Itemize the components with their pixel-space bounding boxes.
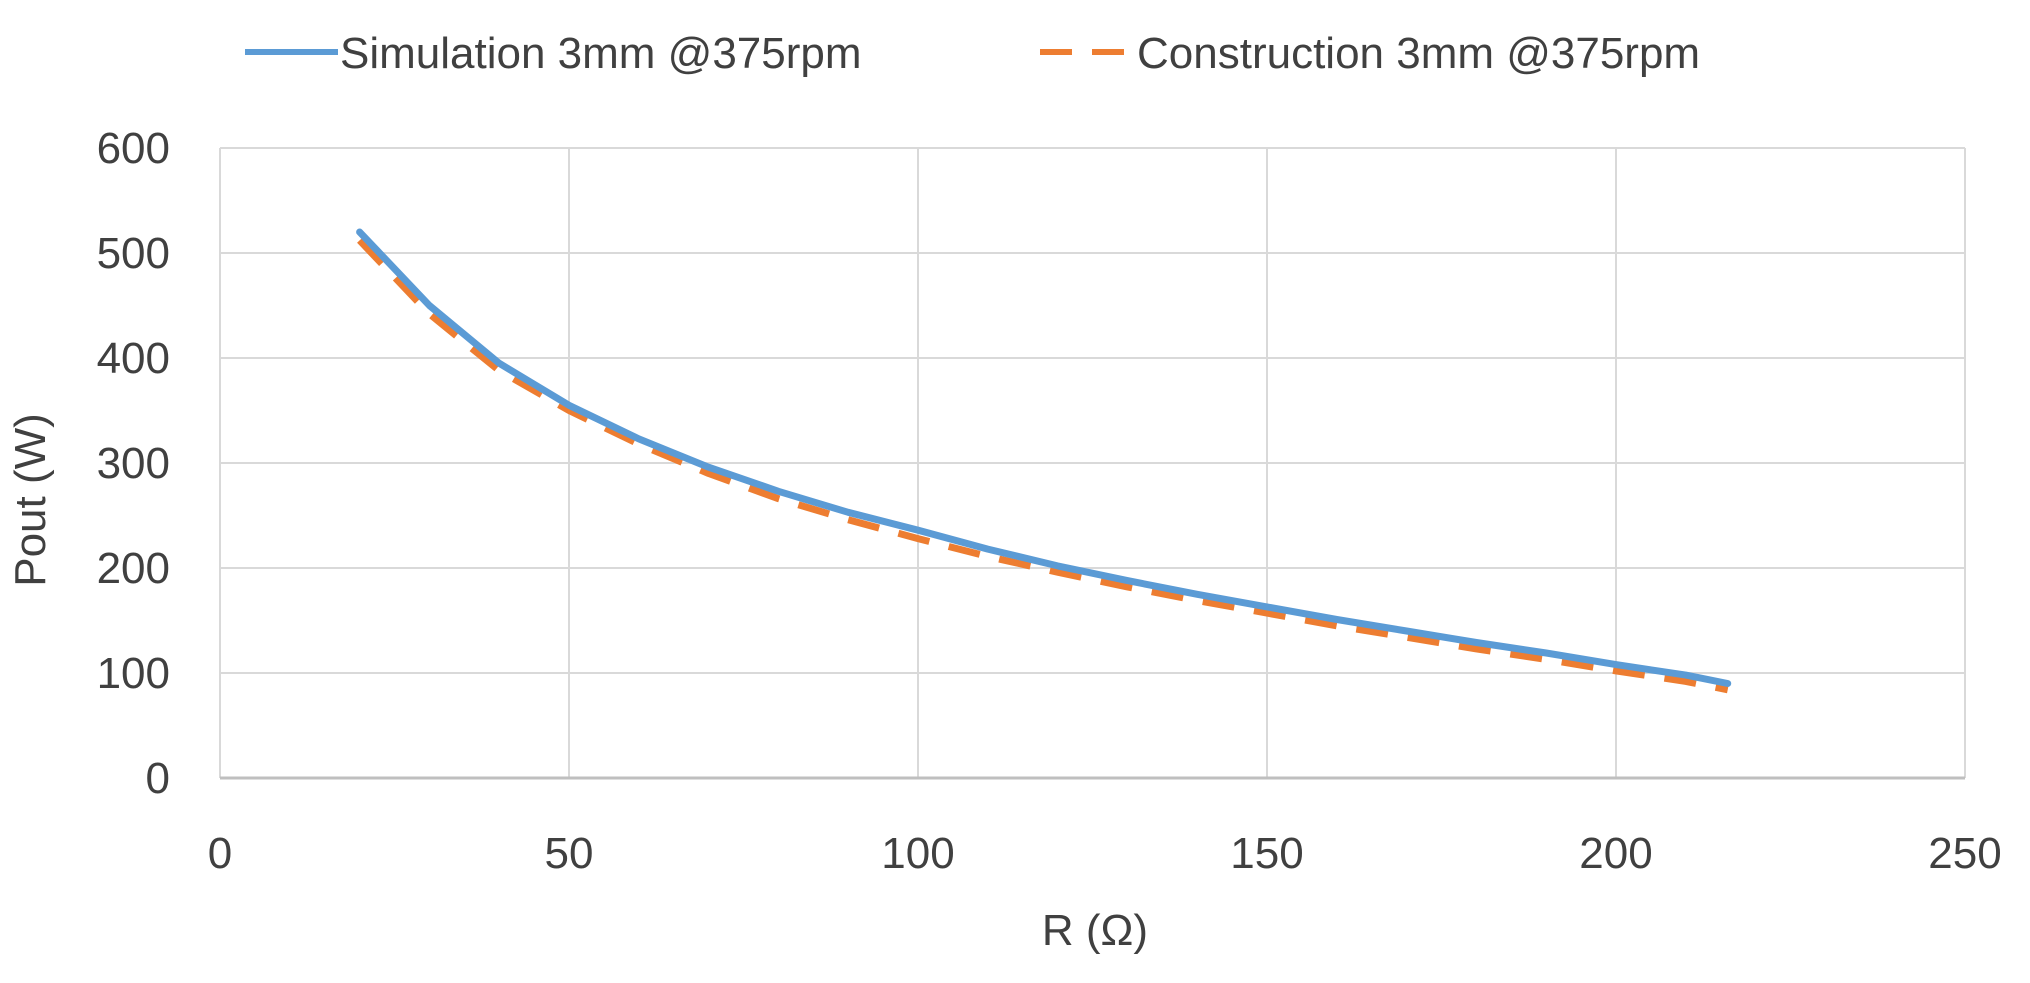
legend: Simulation 3mm @375rpm Construction 3mm …	[245, 29, 1700, 78]
y-tick-label: 100	[97, 649, 170, 698]
y-tick-label: 600	[97, 124, 170, 173]
y-tick-label: 300	[97, 439, 170, 488]
x-tick-label: 200	[1579, 829, 1652, 878]
y-tick-label: 400	[97, 334, 170, 383]
y-tick-label: 0	[146, 754, 170, 803]
x-tick-label: 250	[1928, 829, 2001, 878]
x-tick-label: 100	[881, 829, 954, 878]
series-lines	[356, 228, 1732, 694]
x-axis-title: R (Ω)	[1042, 906, 1148, 955]
legend-label-construction: Construction 3mm @375rpm	[1137, 29, 1700, 78]
y-axis-title: Pout (W)	[6, 413, 55, 587]
y-tick-label: 200	[97, 544, 170, 593]
x-tick-label: 150	[1230, 829, 1303, 878]
legend-label-simulation: Simulation 3mm @375rpm	[340, 29, 862, 78]
x-tick-label: 50	[545, 829, 594, 878]
gridlines	[219, 147, 1966, 778]
x-tick-label: 0	[208, 829, 232, 878]
y-tick-label: 500	[97, 229, 170, 278]
series-line-simulation	[356, 228, 1732, 687]
tick-labels: 0 100 200 300 400 500 600 0 50 100 150 200 250	[97, 124, 2002, 878]
series-line-construction	[357, 237, 1729, 694]
